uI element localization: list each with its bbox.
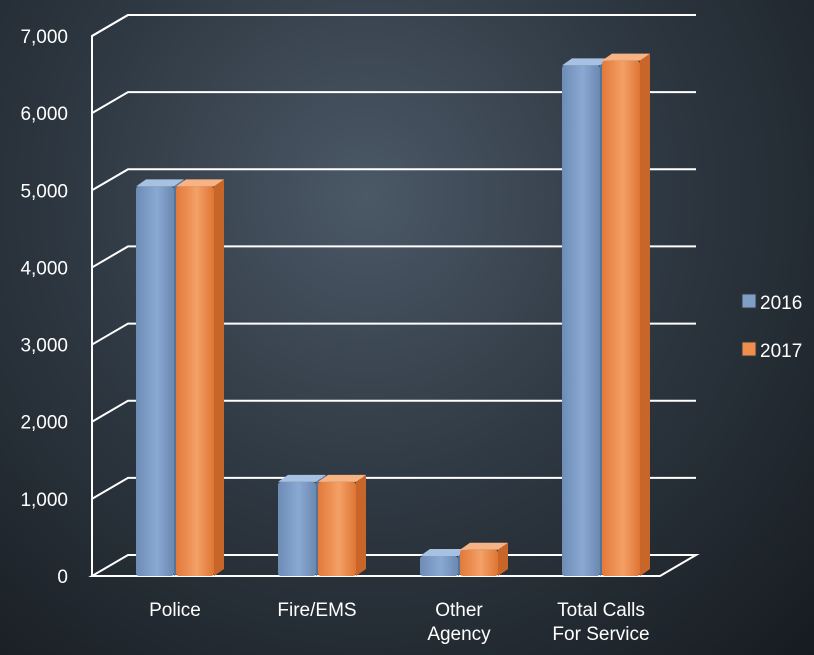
gridline [91, 245, 696, 269]
legend-swatch-2016 [741, 293, 757, 309]
x-category-label: Police [149, 600, 201, 621]
y-tick-label: 6,000 [20, 104, 68, 125]
y-tick-label: 7,000 [20, 27, 68, 48]
legend-swatch-2017 [741, 341, 757, 357]
bar-2017-0 [176, 179, 224, 576]
gridline [91, 399, 696, 423]
legend: 2016 2017 [741, 293, 802, 362]
x-axis-labels: Police Fire/EMS Other Agency Total Calls For … [149, 600, 649, 645]
y-tick-label: 2,000 [20, 413, 68, 434]
gridline [91, 168, 696, 192]
bar-2017-3 [602, 53, 650, 576]
legend-label-2016: 2016 [760, 293, 802, 314]
bars [136, 53, 650, 577]
y-tick-label: 3,000 [20, 336, 68, 357]
x-category-label: Total Calls For Service [552, 600, 649, 645]
bar-2017-1 [318, 474, 366, 576]
x-category-label: Fire/EMS [277, 600, 356, 621]
gridline [91, 14, 696, 37]
gridlines [91, 14, 696, 500]
legend-label-2017: 2017 [760, 341, 802, 362]
y-axis-ticks: 0 1,000 2,000 3,000 4,000 5,000 6,000 7,000 [20, 27, 68, 588]
y-axis-wall-edge [91, 14, 129, 576]
gridline [91, 476, 696, 500]
gridline [91, 322, 696, 346]
bar-2017-2 [460, 542, 508, 576]
y-tick-label: 1,000 [20, 490, 68, 511]
gridline [91, 91, 696, 115]
y-tick-label: 0 [57, 567, 68, 588]
y-tick-label: 5,000 [20, 181, 68, 202]
y-tick-label: 4,000 [20, 258, 68, 279]
x-category-label: Other Agency [427, 600, 491, 645]
